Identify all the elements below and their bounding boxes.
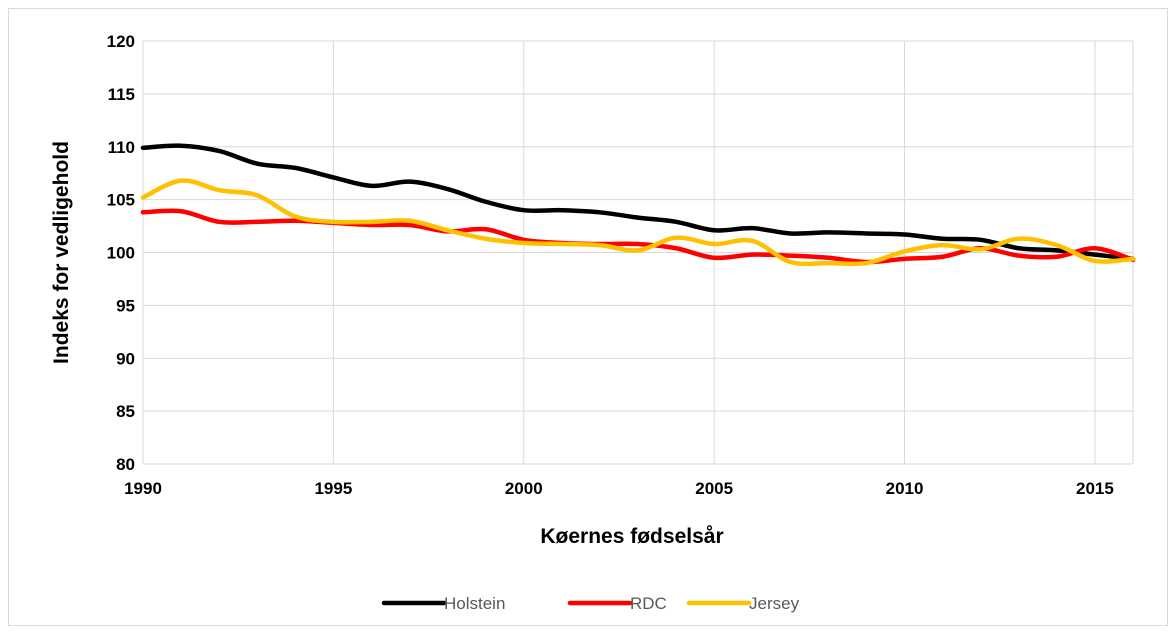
x-tick-label: 1995	[314, 479, 352, 498]
x-axis-title: Køernes fødselsår	[540, 525, 723, 548]
y-tick-label: 110	[108, 138, 135, 157]
y-tick-label: 120	[107, 32, 135, 51]
y-tick-label: 95	[116, 296, 135, 315]
x-tick-label: 1990	[124, 479, 162, 498]
series-line-holstein	[140, 143, 1136, 262]
x-tick-label: 2010	[886, 479, 924, 498]
gridlines	[142, 40, 1134, 465]
y-tick-label: 85	[116, 402, 135, 421]
series-line-jersey	[140, 178, 1136, 267]
y-tick-label: 100	[107, 244, 135, 263]
x-tick-label: 2000	[505, 479, 543, 498]
y-axis-title: Indeks for vedligehold	[50, 141, 73, 364]
x-tick-labels: 1990 1995 2000 2005 2010 2015	[124, 479, 1114, 498]
legend-label-jersey: Jersey	[749, 594, 800, 613]
legend-label-rdc: RDC	[630, 594, 667, 613]
x-tick-label: 2015	[1076, 479, 1114, 498]
chart-frame	[8, 8, 1168, 626]
legend-label-holstein: Holstein	[444, 594, 505, 613]
legend: Holstein RDC Jersey	[381, 594, 800, 613]
y-tick-label: 80	[116, 455, 135, 474]
y-tick-label: 90	[116, 349, 135, 368]
y-tick-label: 105	[107, 191, 135, 210]
x-tick-label: 2005	[695, 479, 733, 498]
y-tick-label: 115	[108, 85, 135, 104]
series-lines	[140, 143, 1136, 267]
y-tick-labels: 80 85 90 95 100 105 110 115 120	[107, 32, 135, 474]
